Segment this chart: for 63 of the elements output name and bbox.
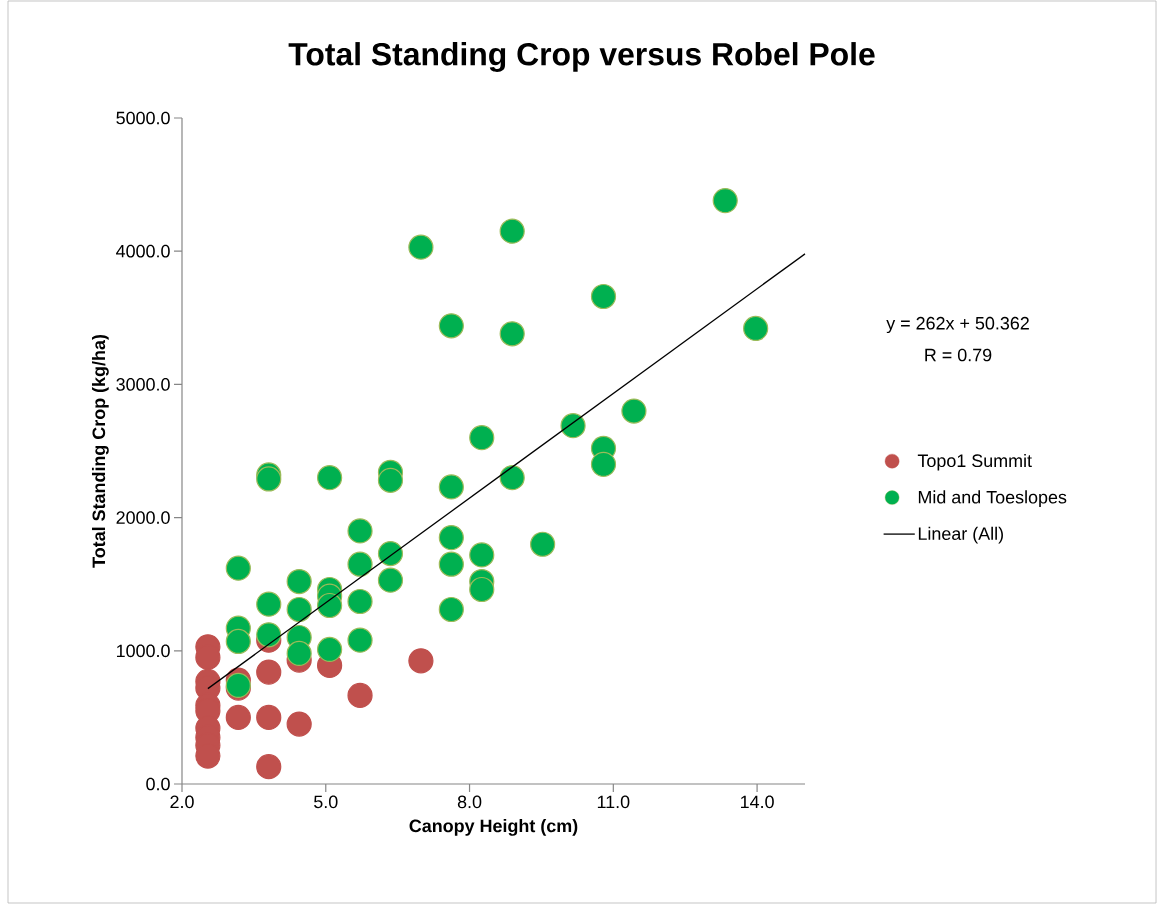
point <box>286 568 312 595</box>
point <box>225 704 251 730</box>
point <box>560 413 586 439</box>
text: R = 0.79 <box>925 348 992 362</box>
point <box>438 524 464 551</box>
point <box>256 659 282 685</box>
x-tick-label: 8.0 <box>457 795 482 809</box>
point <box>438 313 464 339</box>
x-tick-label: 2.0 <box>170 795 194 809</box>
y-axis-title: Total Standing Crop (kg/ha) <box>91 334 109 568</box>
y-tick-label: 3000.0 <box>116 378 170 391</box>
text: y = 262x + 50.362 <box>886 316 1029 334</box>
y-tick-label: 0.0 <box>146 777 170 791</box>
point <box>256 622 282 648</box>
point <box>712 187 738 214</box>
x-tick-label: 5.0 <box>314 795 338 809</box>
x-tick-label: 14.0 <box>740 795 774 809</box>
point <box>377 540 404 567</box>
legend-label: Topo1 Summit <box>917 453 1032 471</box>
legend-label: Mid and Toeslopes <box>918 490 1067 508</box>
point <box>438 474 464 500</box>
point <box>256 704 282 730</box>
y-tick-label: 1000.0 <box>116 644 170 658</box>
point <box>499 218 525 244</box>
point <box>317 465 343 491</box>
point <box>286 711 312 737</box>
y-tick-label: 5000.0 <box>116 111 170 125</box>
point <box>347 518 373 544</box>
point <box>469 425 495 451</box>
legend-label: Linear (All) <box>918 526 1003 544</box>
point <box>286 596 312 623</box>
point <box>256 466 282 492</box>
point <box>408 234 434 260</box>
y-tick-label: 4000.0 <box>116 244 170 258</box>
x-axis-title: Canopy Height (cm) <box>409 819 578 836</box>
point <box>286 640 312 667</box>
point <box>377 567 404 593</box>
point <box>347 551 373 577</box>
point <box>743 315 769 342</box>
chart-title: Total Standing Crop versus Robel Pole <box>288 42 875 72</box>
x-tick-label: 11.0 <box>597 795 630 809</box>
point <box>317 636 343 663</box>
point <box>469 576 495 603</box>
point <box>225 555 251 581</box>
point <box>438 596 464 623</box>
point <box>256 591 282 617</box>
point <box>530 531 556 557</box>
point <box>590 283 617 310</box>
point <box>225 628 251 655</box>
point <box>499 321 525 347</box>
point <box>347 682 373 709</box>
y-tick-label: 2000.0 <box>116 511 170 524</box>
point <box>499 465 525 491</box>
point <box>469 542 495 568</box>
point <box>621 398 647 424</box>
point <box>408 648 434 674</box>
point <box>438 551 464 577</box>
point <box>317 592 343 619</box>
point <box>347 588 373 615</box>
point <box>590 451 617 477</box>
point <box>377 467 404 493</box>
point <box>256 754 282 780</box>
point <box>347 627 373 653</box>
